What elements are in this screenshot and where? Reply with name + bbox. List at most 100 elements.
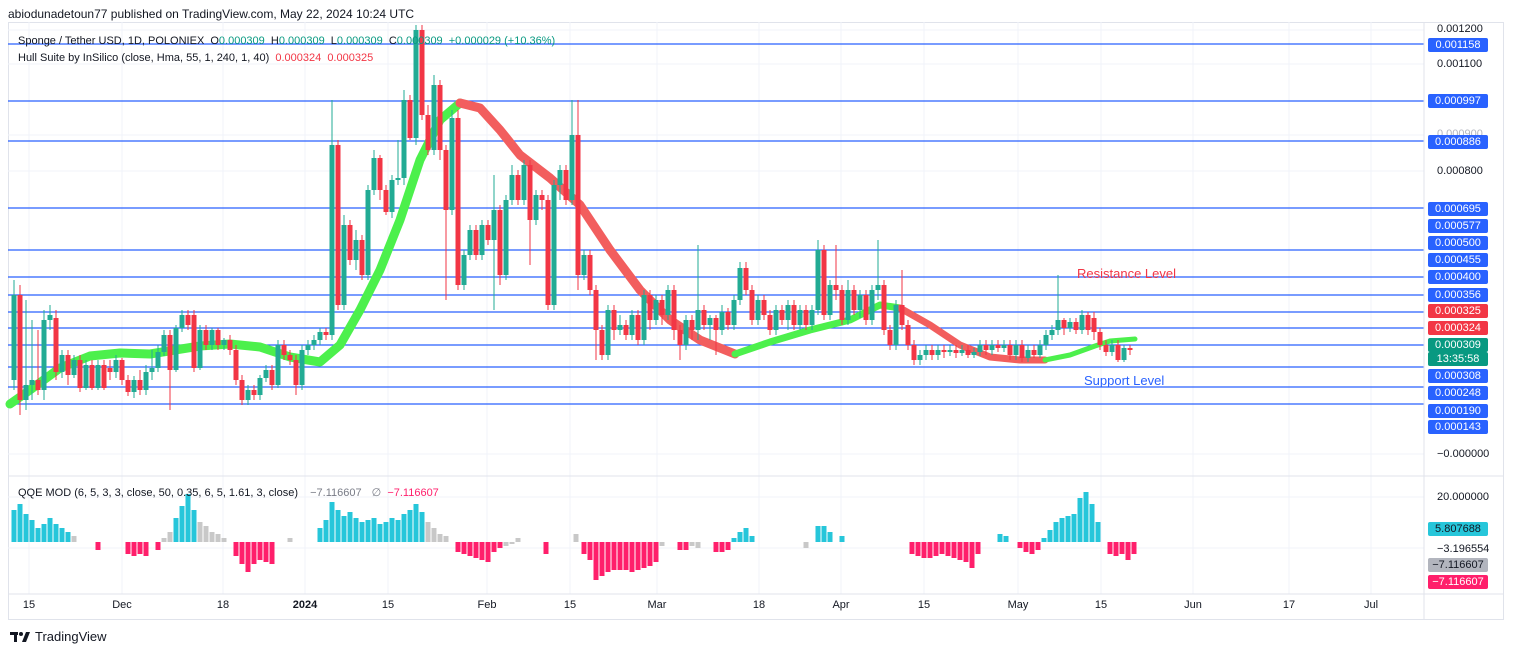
candle-body <box>539 195 545 200</box>
qqe-bar <box>431 528 437 542</box>
candle-body <box>347 225 353 260</box>
qqe-bar <box>677 542 683 550</box>
qqe-bar <box>155 542 161 550</box>
qqe-bar <box>191 510 197 542</box>
qqe-bar <box>1107 542 1113 554</box>
qqe-bar <box>47 518 53 542</box>
qqe-bar <box>335 510 341 542</box>
qqe-bar <box>413 504 419 542</box>
qqe-bar <box>245 542 251 572</box>
candle-body <box>41 320 47 390</box>
low-label: L <box>330 35 337 47</box>
candle-body <box>173 328 179 370</box>
qqe-bar <box>263 542 269 562</box>
horizontal-levels <box>8 43 1424 405</box>
candle-body <box>989 345 995 350</box>
candle-body <box>515 175 521 200</box>
symbol-legend[interactable]: Sponge / Tether USD, 1D, POLONIEX O0.000… <box>18 35 558 47</box>
candle-body <box>1031 350 1037 355</box>
candle-body <box>1037 345 1043 355</box>
candle-body <box>275 345 281 385</box>
qqe-bar <box>479 542 485 560</box>
candle-body <box>431 85 437 150</box>
candle-body <box>545 200 551 305</box>
candle-body <box>53 318 59 372</box>
candle-body <box>569 135 575 200</box>
price-tag: 0.001158 <box>1428 38 1488 52</box>
candle-body <box>329 145 335 335</box>
qqe-bar <box>1125 542 1131 560</box>
candle-body <box>845 290 851 320</box>
candle-body <box>107 368 113 372</box>
qqe-empty-symbol: ∅ <box>371 487 382 499</box>
qqe-bar <box>629 542 635 572</box>
candle-body <box>1121 348 1127 360</box>
candle-body <box>1025 350 1031 358</box>
hull-legend[interactable]: Hull Suite by InSilico (close, Hma, 55, … <box>18 52 376 64</box>
candle-body <box>149 368 155 372</box>
candle-body <box>965 350 971 355</box>
tradingview-brand: TradingView <box>35 629 107 644</box>
qqe-bar <box>743 528 749 542</box>
candle-body <box>413 30 419 138</box>
candle-body <box>599 330 605 355</box>
candle-body <box>671 290 677 330</box>
qqe-bar <box>35 528 41 542</box>
qqe-value-1: −7.116607 <box>310 487 362 499</box>
qqe-bar <box>975 542 981 554</box>
time-axis-label: Feb <box>477 599 497 611</box>
qqe-value-2: −7.116607 <box>387 487 439 499</box>
candle-body <box>509 175 515 200</box>
close-label: C <box>388 35 397 47</box>
candle-body <box>647 295 653 320</box>
price-tag: 0.000324 <box>1428 321 1488 335</box>
candle-body <box>269 370 275 385</box>
qqe-bar <box>719 542 725 552</box>
hull-indicator-name: Hull Suite by InSilico (close, Hma, 55, … <box>18 52 270 64</box>
open-label: O <box>210 35 219 47</box>
candle-body <box>1109 345 1115 352</box>
qqe-bar <box>407 510 413 542</box>
candle-body <box>119 360 125 380</box>
qqe-bar <box>997 534 1003 542</box>
candle-body <box>863 295 869 320</box>
qqe-legend[interactable]: QQE MOD (6, 5, 3, 3, close, 50, 0.35, 6,… <box>18 486 442 499</box>
qqe-bar <box>635 542 641 570</box>
candle-body <box>245 390 251 400</box>
candle-body <box>893 305 899 345</box>
qqe-bar <box>939 542 945 554</box>
candle-body <box>869 290 875 320</box>
candle-body <box>611 310 617 330</box>
support-level-label: Support Level <box>1084 373 1165 388</box>
qqe-bar <box>389 518 395 542</box>
candle-body <box>479 225 485 255</box>
qqe-bar <box>509 542 515 544</box>
hull-value-2: 0.000325 <box>327 52 374 64</box>
candle-body <box>71 360 77 375</box>
tradingview-footer[interactable]: TradingView <box>10 629 107 644</box>
candle-body <box>437 85 443 150</box>
qqe-bar <box>137 542 143 554</box>
candle-body <box>341 225 347 305</box>
qqe-bar <box>143 542 149 556</box>
qqe-bar <box>969 542 975 568</box>
candle-body <box>533 195 539 220</box>
time-axis-label: 18 <box>216 599 230 611</box>
candle-body <box>755 300 761 320</box>
qqe-bar <box>491 542 497 552</box>
candle-body <box>743 268 749 290</box>
qqe-axis-label: 20.000000 <box>1437 491 1489 503</box>
candle-body <box>659 300 665 315</box>
qqe-bar <box>95 542 101 550</box>
qqe-histogram <box>11 492 1137 580</box>
qqe-bar <box>65 532 71 542</box>
candle-body <box>35 380 41 390</box>
close-value: 0.000309 <box>396 35 443 47</box>
candle-body <box>311 340 317 345</box>
price-tag: 0.000500 <box>1428 236 1488 250</box>
candle-body <box>317 332 323 340</box>
candle-body <box>1103 345 1109 352</box>
hull-band-segment <box>5 98 465 409</box>
candle-body <box>65 355 71 375</box>
